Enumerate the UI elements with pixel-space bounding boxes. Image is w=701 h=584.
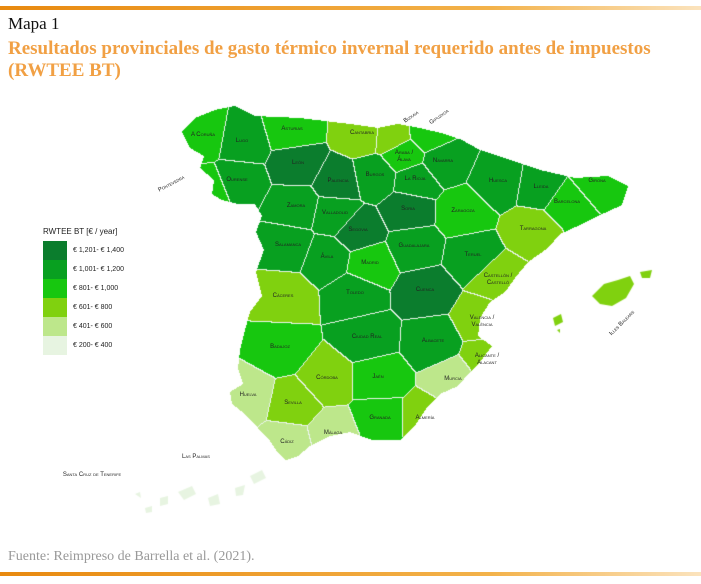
- legend-label: € 200- € 400: [73, 342, 113, 349]
- province-label: Castellón / Castelló: [484, 273, 513, 286]
- legend-swatch: [43, 241, 67, 260]
- legend-swatch: [43, 279, 67, 298]
- province-label: Cuenca: [416, 287, 435, 293]
- province-label: Sevilla: [284, 400, 302, 406]
- legend-item: € 401- € 600: [43, 317, 124, 336]
- province-label: Las Palmas: [182, 454, 210, 460]
- province-label: León: [292, 160, 304, 166]
- map-title: Resultados provinciales de gasto térmico…: [8, 38, 651, 81]
- province-label: Girona: [588, 178, 606, 184]
- province-label: A Coruña: [191, 132, 215, 138]
- province-label: Lleida: [534, 184, 549, 190]
- legend-label: € 801- € 1,000: [73, 285, 119, 292]
- province-label: Toledo: [346, 290, 364, 296]
- legend: RWTEE BT [€ / year] € 1,201- € 1,400 € 1,…: [43, 227, 124, 355]
- province-label: Granada: [369, 415, 391, 421]
- province-label: Murcia: [444, 376, 462, 382]
- province-label: Illes Balears: [609, 309, 637, 337]
- province-label: Valladolid: [322, 210, 348, 216]
- province-label: Cantabria: [350, 130, 374, 136]
- province-label: Alicante / Alacant: [475, 353, 500, 366]
- top-rule: [0, 6, 701, 10]
- province-label: Guadalajara: [399, 243, 430, 249]
- legend-item: € 200- € 400: [43, 336, 124, 355]
- province-label: Araba / Álava: [395, 150, 414, 163]
- province-label: Santa Cruz de Tenerife: [63, 472, 122, 478]
- legend-swatch: [43, 298, 67, 317]
- province-label: Lugo: [236, 138, 248, 144]
- legend-swatch: [43, 260, 67, 279]
- province-label: Almería: [416, 415, 435, 421]
- province-label: Albacete: [422, 338, 445, 344]
- legend-label: € 601- € 800: [73, 304, 113, 311]
- source-note: Fuente: Reimpreso de Barrella et al. (20…: [8, 549, 255, 564]
- legend-swatch: [43, 317, 67, 336]
- legend-swatch: [43, 336, 67, 355]
- bottom-rule: [0, 572, 701, 576]
- province-label: Tarragona: [520, 226, 547, 232]
- province-label: Bizkaia: [403, 110, 420, 125]
- province-label: Córdoba: [316, 375, 338, 381]
- province-label: Salamanca: [275, 242, 301, 248]
- province-label: Asturias: [281, 126, 303, 132]
- legend-label: € 1,201- € 1,400: [73, 247, 124, 254]
- province-label: Burgos: [366, 172, 385, 178]
- legend-title: RWTEE BT [€ / year]: [43, 227, 118, 236]
- legend-item: € 1,001- € 1,200: [43, 260, 124, 279]
- province-label: Cádiz: [280, 439, 294, 445]
- province-label: Badajoz: [270, 344, 290, 350]
- province-label: Huesca: [489, 178, 507, 184]
- province-label: Cáceres: [273, 293, 294, 299]
- legend-label: € 1,001- € 1,200: [73, 266, 124, 273]
- legend-item: € 601- € 800: [43, 298, 124, 317]
- map-number: Mapa 1: [8, 14, 60, 33]
- province-label: Madrid: [361, 260, 379, 266]
- province-label: Barcelona: [554, 199, 580, 205]
- province-label: Pontevedra: [157, 175, 186, 194]
- province-label: Jaén: [372, 374, 383, 380]
- province-label: Huelva: [240, 392, 257, 398]
- legend-item: € 1,201- € 1,400: [43, 241, 124, 260]
- province-label: Ourense: [226, 177, 248, 183]
- province-label: Zaragoza: [451, 208, 475, 214]
- province-label: Málaga: [324, 430, 343, 436]
- province-label: Navarra: [433, 158, 454, 164]
- province-label: La Rioja: [405, 176, 426, 182]
- province-label: Teruel: [464, 252, 482, 258]
- province-label: Soria: [401, 206, 415, 212]
- legend-item: € 801- € 1,000: [43, 279, 124, 298]
- province-label: Segovia: [348, 227, 368, 233]
- province-label: Zamora: [287, 203, 306, 209]
- province-label: Gipuzkoa: [429, 108, 451, 126]
- province-label: Valencia / València: [470, 315, 495, 328]
- province-label: Ávila: [321, 253, 334, 260]
- province-label: Palencia: [327, 178, 348, 184]
- province-label: Ciudad Real: [352, 334, 383, 340]
- legend-label: € 401- € 600: [73, 323, 113, 330]
